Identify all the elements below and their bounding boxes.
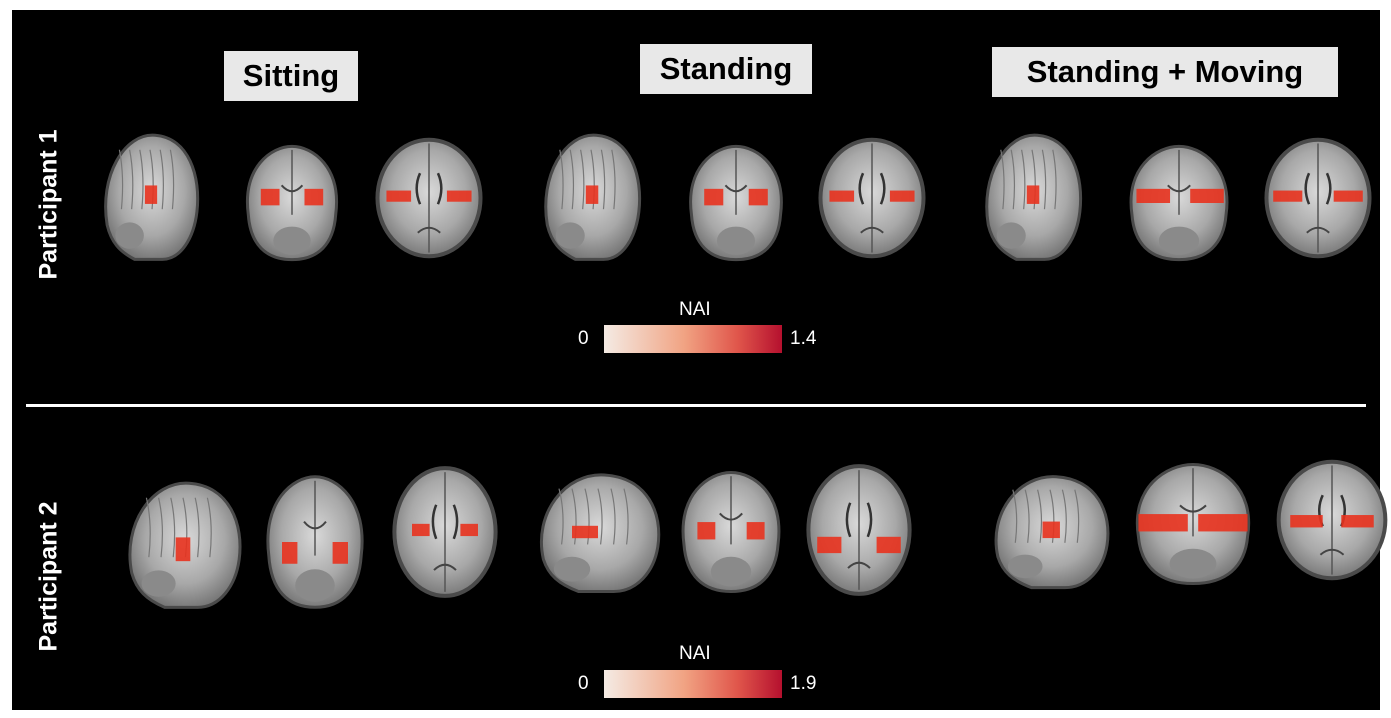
- condition-label-standing-moving: Standing + Moving: [992, 47, 1338, 97]
- colorbar-2-gradient: [604, 670, 782, 698]
- colorbar-1-gradient: [604, 325, 782, 353]
- participant-2-coronal-slice-1: [266, 475, 364, 609]
- colorbar-2-min: 0: [578, 673, 589, 694]
- participant-2-sagittal-slice-3: [994, 475, 1110, 590]
- participant-2-axial-slice-1: [392, 466, 498, 598]
- participant-2-sagittal-slice-2: [540, 473, 661, 594]
- colorbar-1-min: 0: [578, 328, 589, 349]
- participant-2-sagittal-slice-1: [128, 481, 242, 609]
- participant-label-2: Participant 2: [34, 501, 63, 652]
- participant-1-axial-slice-3: [1264, 137, 1372, 259]
- participant-2-axial-slice-3: [1276, 459, 1388, 581]
- colorbar-1-title: NAI: [679, 299, 711, 320]
- figure-panel: Sitting Standing Standing + Moving Parti…: [12, 10, 1388, 710]
- participant-1-coronal-slice-2: [689, 144, 783, 262]
- condition-label-sitting: Sitting: [224, 51, 358, 101]
- participant-2-axial-slice-2: [806, 464, 912, 596]
- participant-1-coronal-slice-1: [245, 144, 339, 262]
- colorbar-1-max: 1.4: [790, 328, 817, 349]
- participant-1-sagittal-slice-1: [104, 133, 200, 261]
- participant-1-sagittal-slice-2: [544, 133, 642, 261]
- colorbar-2-title: NAI: [679, 643, 711, 664]
- row-divider: [26, 404, 1366, 407]
- participant-2-coronal-slice-3: [1135, 462, 1251, 586]
- participant-label-1: Participant 1: [34, 129, 63, 280]
- participant-2-coronal-slice-2: [681, 470, 781, 594]
- participant-1-axial-slice-1: [375, 137, 483, 259]
- participant-1-sagittal-slice-3: [985, 133, 1083, 261]
- colorbar-2-max: 1.9: [790, 673, 817, 694]
- condition-label-standing: Standing: [640, 44, 812, 94]
- participant-1-coronal-slice-3: [1129, 144, 1229, 262]
- participant-1-axial-slice-2: [818, 137, 926, 259]
